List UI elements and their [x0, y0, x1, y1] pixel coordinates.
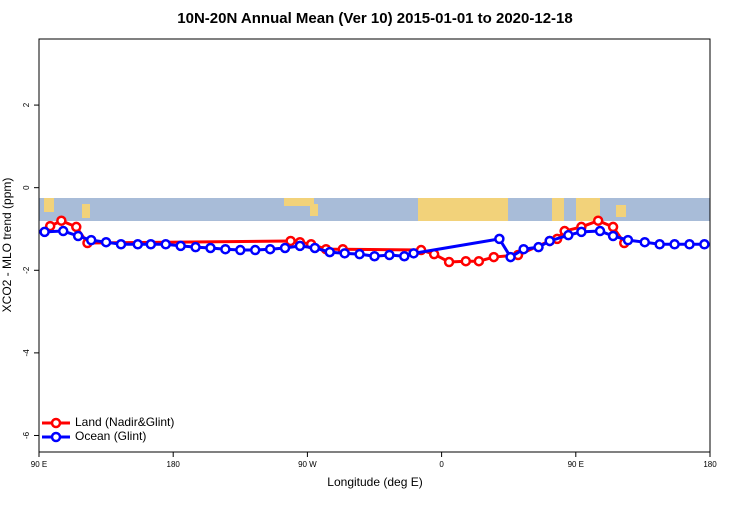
- data-point: [443, 256, 455, 268]
- data-point: [72, 230, 84, 242]
- land: [82, 204, 90, 218]
- data-point: [533, 241, 544, 253]
- y-tick-label: -4: [22, 349, 31, 357]
- data-point: [607, 230, 619, 242]
- x-tick-label: 180: [167, 460, 181, 469]
- ocean-strip: [39, 198, 710, 221]
- land: [44, 198, 54, 212]
- map-strip: [39, 198, 710, 221]
- data-point: [100, 236, 112, 248]
- data-point: [607, 221, 619, 233]
- data-point: [39, 226, 50, 238]
- data-point: [654, 239, 665, 250]
- data-point: [576, 226, 587, 238]
- legend-label: Land (Nadir&Glint): [75, 415, 174, 429]
- data-point: [369, 250, 380, 262]
- data-point: [622, 234, 634, 246]
- data-point: [57, 225, 69, 237]
- land: [284, 198, 314, 206]
- data-point: [473, 255, 485, 267]
- x-tick-label: 180: [703, 460, 717, 469]
- data-point: [132, 239, 144, 250]
- data-point: [384, 249, 395, 261]
- plot-frame: [38, 38, 711, 453]
- data-point: [399, 250, 410, 262]
- data-point: [220, 243, 231, 255]
- data-point: [408, 248, 419, 259]
- y-tick-label: -6: [22, 431, 31, 439]
- data-point: [518, 243, 529, 255]
- land: [576, 198, 600, 221]
- land: [418, 198, 508, 221]
- data-point: [592, 215, 604, 226]
- data-point: [594, 225, 606, 237]
- data-point: [285, 235, 296, 247]
- x-axis-label: Longitude (deg E): [327, 475, 422, 489]
- x-tick-label: 0: [439, 460, 444, 469]
- land: [310, 204, 318, 216]
- x-tick-label: 90 W: [298, 460, 317, 469]
- data-point: [563, 229, 574, 241]
- data-point: [249, 244, 261, 256]
- data-point: [699, 239, 710, 250]
- data-point: [339, 248, 350, 259]
- data-point: [160, 239, 171, 250]
- data-point: [205, 242, 216, 254]
- land: [552, 198, 564, 221]
- data-point: [309, 242, 321, 254]
- y-tick-label: 2: [22, 102, 31, 107]
- data-point: [294, 240, 306, 252]
- data-point: [235, 244, 246, 256]
- data-point: [684, 239, 695, 250]
- data-point: [354, 248, 365, 260]
- data-point: [279, 242, 291, 254]
- data-point: [56, 215, 67, 226]
- y-axis-label: XCO2 - MLO trend (ppm): [0, 178, 14, 313]
- data-point: [544, 235, 555, 247]
- chart-title: 10N-20N Annual Mean (Ver 10) 2015-01-01 …: [177, 10, 572, 27]
- data-point: [669, 239, 680, 250]
- data-point: [264, 243, 276, 255]
- legend-label: Ocean (Glint): [75, 429, 146, 443]
- data-point: [175, 240, 186, 252]
- data-point: [71, 221, 82, 233]
- data-point: [85, 234, 97, 246]
- data-point: [505, 251, 516, 263]
- data-point: [460, 255, 472, 267]
- x-tick-label: 90 E: [31, 460, 47, 469]
- data-point: [494, 233, 505, 245]
- legend-marker: [50, 417, 62, 429]
- land: [616, 205, 626, 217]
- data-point: [190, 241, 201, 253]
- data-point: [324, 246, 336, 258]
- x-tick-label: 90 E: [568, 460, 584, 469]
- y-tick-label: -2: [22, 266, 31, 274]
- data-point: [115, 239, 127, 250]
- data-point: [488, 251, 500, 263]
- legend-marker: [50, 431, 62, 443]
- data-point: [145, 239, 157, 250]
- data-point: [639, 236, 651, 248]
- y-tick-label: 0: [22, 185, 31, 190]
